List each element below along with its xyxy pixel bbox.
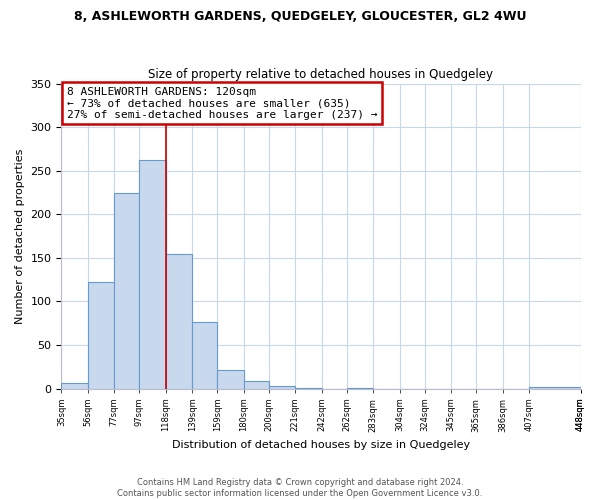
- X-axis label: Distribution of detached houses by size in Quedgeley: Distribution of detached houses by size …: [172, 440, 470, 450]
- Bar: [192, 322, 217, 388]
- Bar: [61, 384, 88, 388]
- Bar: [88, 282, 114, 389]
- Bar: [166, 254, 192, 388]
- Text: 8, ASHLEWORTH GARDENS, QUEDGELEY, GLOUCESTER, GL2 4WU: 8, ASHLEWORTH GARDENS, QUEDGELEY, GLOUCE…: [74, 10, 526, 23]
- Bar: [244, 381, 269, 388]
- Title: Size of property relative to detached houses in Quedgeley: Size of property relative to detached ho…: [148, 68, 493, 81]
- Bar: [217, 370, 244, 388]
- Y-axis label: Number of detached properties: Number of detached properties: [15, 148, 25, 324]
- Bar: [139, 160, 166, 388]
- Bar: [114, 194, 139, 388]
- Text: 8 ASHLEWORTH GARDENS: 120sqm
← 73% of detached houses are smaller (635)
27% of s: 8 ASHLEWORTH GARDENS: 120sqm ← 73% of de…: [67, 86, 377, 120]
- Bar: [529, 387, 581, 388]
- Text: Contains HM Land Registry data © Crown copyright and database right 2024.
Contai: Contains HM Land Registry data © Crown c…: [118, 478, 482, 498]
- Bar: [269, 386, 295, 388]
